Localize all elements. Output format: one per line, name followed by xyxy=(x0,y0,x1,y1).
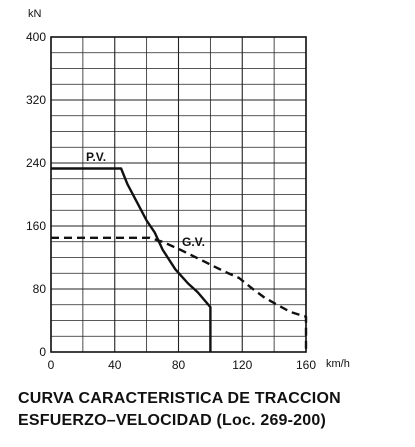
plot-frame xyxy=(50,36,307,353)
x-tick-label: 40 xyxy=(108,358,122,372)
x-tick-label: 80 xyxy=(172,358,186,372)
x-tick-label: 120 xyxy=(232,358,252,372)
y-tick-label: 320 xyxy=(26,93,46,107)
series-label-pv: P.V. xyxy=(86,150,106,164)
series-line-pv xyxy=(51,167,212,352)
y-tick-label: 240 xyxy=(26,156,46,170)
x-axis-unit: km/h xyxy=(326,358,350,370)
grid xyxy=(50,36,307,353)
y-tick-label: 80 xyxy=(33,282,47,296)
y-tick-label: 160 xyxy=(26,219,46,233)
x-tick-label: 0 xyxy=(48,358,55,372)
y-axis-unit: kN xyxy=(28,8,42,20)
tick-labels: 0 80 160 240 320 400 0 40 80 120 160 xyxy=(26,30,316,372)
x-tick-label: 160 xyxy=(296,358,316,372)
chart-title-line-1: CURVA CARACTERISTICA DE TRACCION xyxy=(18,390,341,407)
series-label-gv: G.V. xyxy=(182,235,205,249)
y-tick-label: 400 xyxy=(26,30,46,44)
series-lines xyxy=(51,167,308,352)
chart-title-line-2: ESFUERZO–VELOCIDAD (Loc. 269-200) xyxy=(18,412,326,429)
y-tick-label: 0 xyxy=(39,345,46,359)
